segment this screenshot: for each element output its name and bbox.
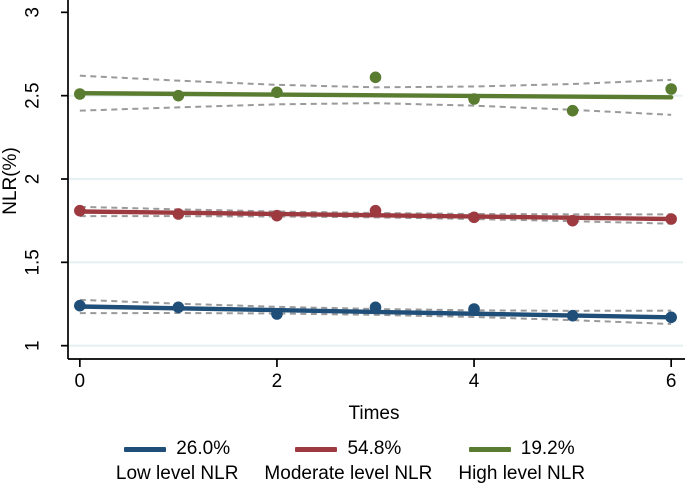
data-point-2-6 bbox=[665, 83, 677, 95]
data-point-2-4 bbox=[468, 93, 480, 105]
data-point-0-5 bbox=[566, 309, 579, 322]
y-tick-label: 1 bbox=[23, 340, 44, 351]
data-point-1-1 bbox=[172, 208, 185, 220]
legend-key-low: 26.0% bbox=[124, 438, 230, 460]
data-point-1-0 bbox=[74, 204, 86, 217]
ci-upper-2 bbox=[79, 74, 672, 89]
data-point-1-5 bbox=[566, 214, 579, 227]
x-tick-label: 6 bbox=[666, 371, 677, 392]
data-point-1-6 bbox=[665, 213, 677, 225]
x-tick-label: 0 bbox=[75, 371, 86, 392]
data-point-0-0 bbox=[74, 299, 86, 312]
data-point-1-3 bbox=[369, 204, 382, 217]
data-point-0-2 bbox=[271, 308, 283, 320]
x-tick-label: 4 bbox=[469, 371, 480, 392]
legend-percent-moderate: 54.8% bbox=[347, 438, 402, 459]
y-tick-label: 2.5 bbox=[23, 82, 44, 108]
legend-label-high: High level NLR bbox=[458, 463, 586, 484]
legend-percent-high: 19.2% bbox=[520, 438, 575, 459]
legend-label-moderate: Moderate level NLR bbox=[264, 463, 433, 484]
data-point-1-2 bbox=[271, 209, 283, 222]
x-axis-title: Times bbox=[348, 403, 400, 424]
y-axis-title: NLR(%) bbox=[0, 147, 21, 215]
legend: 26.0% Low level NLR 54.8% Moderate level… bbox=[0, 438, 685, 485]
legend-swatch-moderate-icon bbox=[295, 446, 338, 452]
data-point-2-2 bbox=[271, 86, 283, 99]
data-point-2-3 bbox=[369, 71, 382, 84]
legend-swatch-high-icon bbox=[468, 446, 511, 452]
data-point-2-5 bbox=[566, 104, 579, 117]
data-point-2-1 bbox=[172, 89, 185, 102]
legend-entry-low: 26.0% Low level NLR bbox=[116, 438, 239, 485]
legend-entry-high: 19.2% High level NLR bbox=[458, 438, 585, 485]
legend-key-high: 19.2% bbox=[468, 438, 575, 460]
y-tick-label: 2 bbox=[23, 174, 44, 185]
data-point-2-0 bbox=[74, 88, 86, 100]
data-point-0-1 bbox=[172, 301, 185, 314]
data-point-0-4 bbox=[468, 303, 480, 315]
legend-key-moderate: 54.8% bbox=[295, 438, 401, 460]
legend-label-low: Low level NLR bbox=[115, 463, 239, 484]
data-point-0-6 bbox=[665, 311, 677, 324]
y-tick-label: 1.5 bbox=[23, 249, 44, 275]
x-tick-label: 2 bbox=[272, 371, 283, 392]
legend-entry-moderate: 54.8% Moderate level NLR bbox=[264, 438, 432, 485]
legend-swatch-low-icon bbox=[124, 446, 167, 452]
data-point-0-3 bbox=[369, 301, 382, 314]
data-point-1-4 bbox=[468, 211, 480, 224]
legend-percent-low: 26.0% bbox=[176, 438, 231, 459]
y-tick-label: 3 bbox=[23, 7, 44, 18]
ci-lower-2 bbox=[79, 102, 672, 116]
